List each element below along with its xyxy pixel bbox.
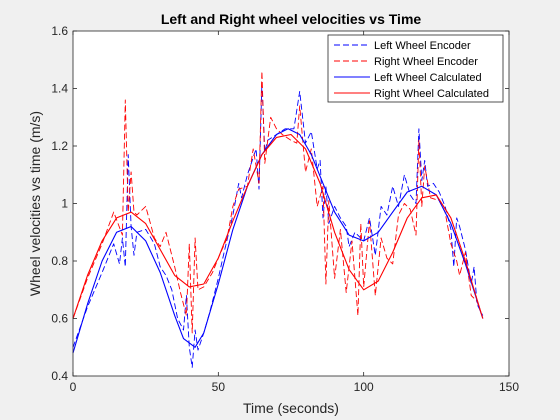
- legend-label-4: Right Wheel Calculated: [374, 88, 489, 100]
- x-tick-label: 0: [70, 380, 77, 394]
- x-tick-label: 150: [499, 380, 519, 394]
- y-tick-label: 1: [61, 197, 68, 211]
- y-tick-label: 1.4: [51, 82, 68, 96]
- y-axis-label: Wheel velocities vs time (m/s): [27, 111, 43, 296]
- y-tick-label: 1.6: [51, 24, 68, 38]
- series-line-1: [72, 82, 484, 368]
- legend-label-2: Right Wheel Encoder: [374, 56, 478, 68]
- legend: Left Wheel Encoder Right Wheel Encoder Lef…: [327, 34, 504, 103]
- legend-box: [327, 34, 504, 103]
- tick-layer: 0 50 100 150 0.4 0.6 0.8 1 1.2 1.4 1.6: [51, 24, 519, 394]
- x-axis-label: Time (seconds): [243, 400, 339, 416]
- y-tick-label: 1.2: [51, 139, 68, 153]
- series-line-2: [72, 70, 484, 334]
- y-tick-label: 0.4: [51, 369, 68, 383]
- chart-title: Left and Right wheel velocities vs Time: [161, 11, 422, 27]
- y-tick-label: 0.6: [51, 312, 68, 326]
- legend-label-3: Left Wheel Calculated: [374, 72, 482, 84]
- legend-entries: Left Wheel Encoder Right Wheel Encoder Lef…: [334, 40, 489, 100]
- legend-label-1: Left Wheel Encoder: [374, 40, 471, 52]
- x-tick-label: 50: [212, 380, 226, 394]
- series-line-4: [72, 133, 484, 319]
- x-tick-label: 100: [354, 380, 374, 394]
- y-tick-label: 0.8: [51, 254, 68, 268]
- series-layer: [72, 70, 484, 368]
- series-line-3: [72, 128, 484, 354]
